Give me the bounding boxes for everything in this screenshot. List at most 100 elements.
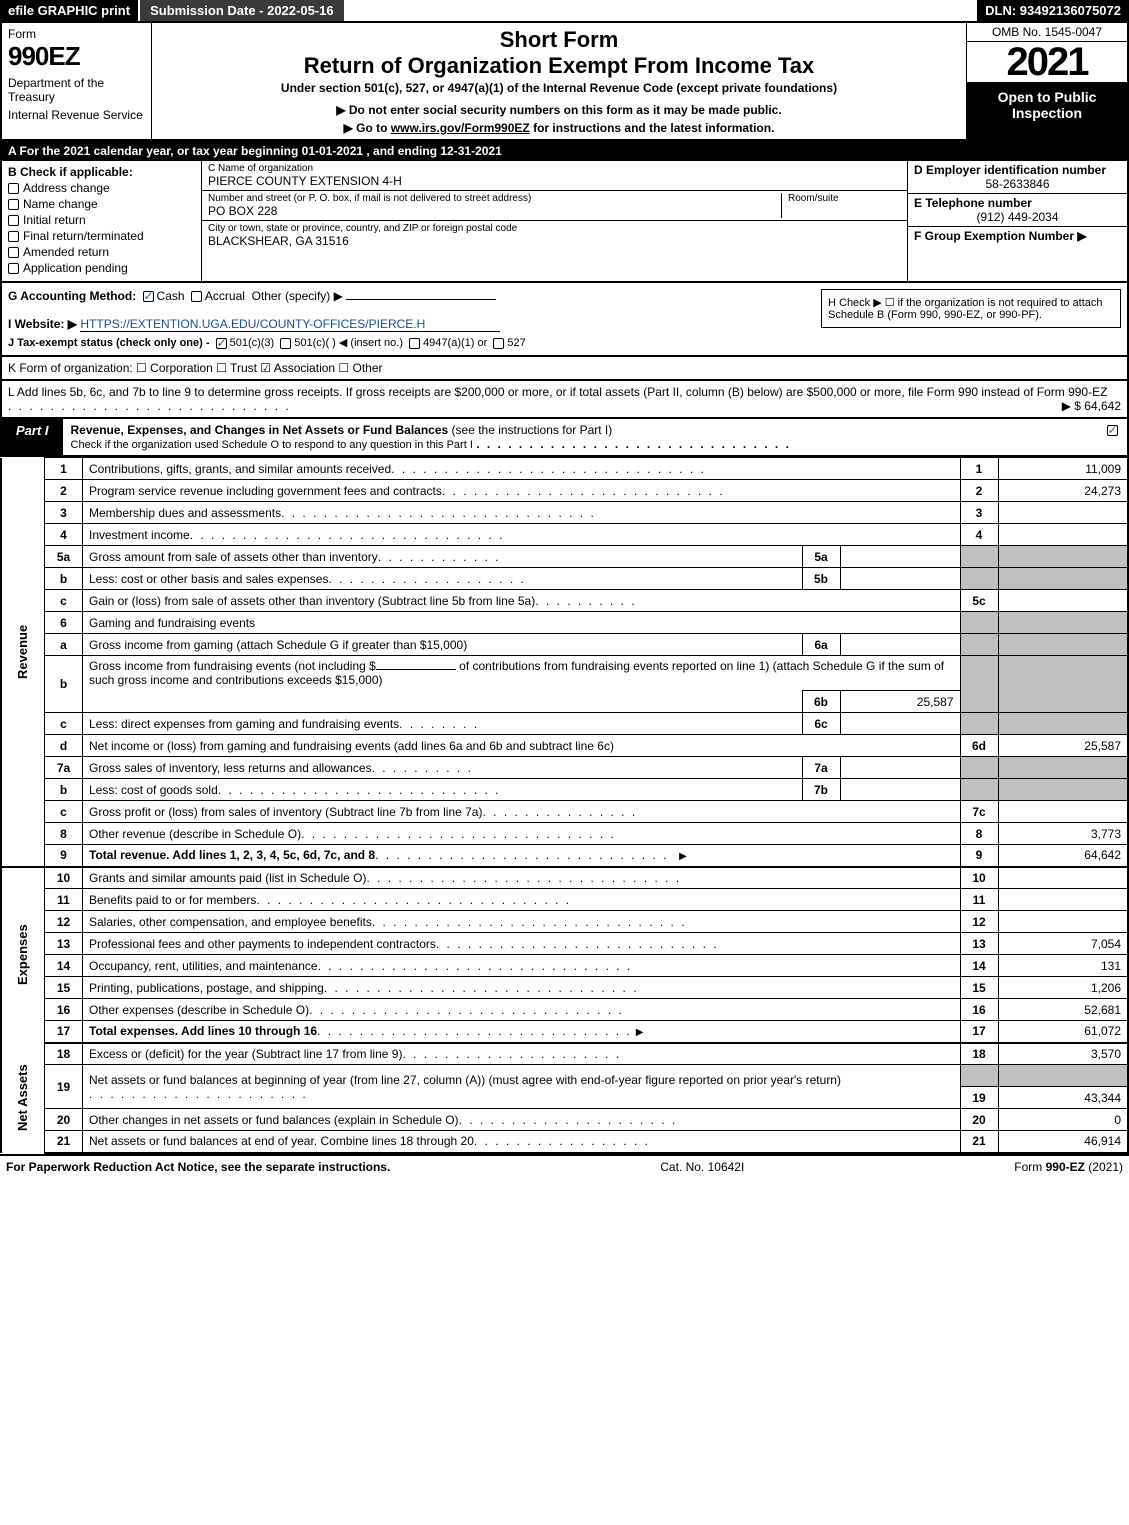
i-label: I Website: ▶ (8, 317, 77, 331)
checkbox-icon (8, 231, 19, 242)
city-row: City or town, state or province, country… (202, 221, 907, 250)
line-1: Revenue 1 Contributions, gifts, grants, … (1, 458, 1128, 480)
line-21: 21 Net assets or fund balances at end of… (1, 1131, 1128, 1153)
ein-value: 58-2633846 (914, 177, 1121, 191)
goto-pre: ▶ Go to (344, 121, 391, 135)
check-amended-return[interactable]: Amended return (8, 245, 195, 259)
netassets-sidelabel: Net Assets (1, 1043, 45, 1153)
check-527[interactable] (493, 338, 504, 349)
group-exemption-label: F Group Exemption Number ▶ (914, 229, 1087, 243)
line-3: 3 Membership dues and assessments 3 (1, 502, 1128, 524)
form-word: Form (8, 27, 145, 41)
row-i: I Website: ▶ HTTPS://EXTENTION.UGA.EDU/C… (8, 317, 813, 332)
line-15: 15 Printing, publications, postage, and … (1, 977, 1128, 999)
j-label: J Tax-exempt status (check only one) - (8, 337, 210, 349)
part1-header: Part I Revenue, Expenses, and Changes in… (0, 419, 1129, 457)
line-6a: a Gross income from gaming (attach Sched… (1, 634, 1128, 656)
tel-row: E Telephone number (912) 449-2034 (908, 194, 1127, 227)
line-4: 4 Investment income 4 (1, 524, 1128, 546)
line-5a: 5a Gross amount from sale of assets othe… (1, 546, 1128, 568)
row-k: K Form of organization: ☐ Corporation ☐ … (0, 357, 1129, 381)
under-section: Under section 501(c), 527, or 4947(a)(1)… (160, 81, 958, 95)
checkbox-icon (8, 263, 19, 274)
contrib-amount-field[interactable] (376, 669, 456, 670)
tel-label: E Telephone number (914, 196, 1032, 210)
check-application-pending[interactable]: Application pending (8, 261, 195, 275)
revenue-sidelabel: Revenue (1, 458, 45, 845)
row-j: J Tax-exempt status (check only one) - 5… (8, 336, 813, 349)
header-left: Form 990EZ Department of the Treasury In… (2, 23, 152, 139)
lines-table: Revenue 1 Contributions, gifts, grants, … (0, 457, 1129, 1154)
tel-value: (912) 449-2034 (914, 210, 1121, 224)
check-501c[interactable] (280, 338, 291, 349)
row-h-box: H Check ▶ ☐ if the organization is not r… (821, 289, 1121, 328)
ein-row: D Employer identification number 58-2633… (908, 161, 1127, 194)
org-name-row: C Name of organization PIERCE COUNTY EXT… (202, 161, 907, 191)
line-6b: b Gross income from fundraising events (… (1, 656, 1128, 691)
section-b: B Check if applicable: Address change Na… (2, 161, 202, 281)
arrow-icon (675, 848, 687, 862)
expenses-sidelabel: Expenses (1, 867, 45, 1043)
line-7c: c Gross profit or (loss) from sales of i… (1, 801, 1128, 823)
page-footer: For Paperwork Reduction Act Notice, see … (0, 1154, 1129, 1178)
street-value: PO BOX 228 (208, 204, 781, 218)
check-name-change[interactable]: Name change (8, 197, 195, 211)
irs-label: Internal Revenue Service (8, 108, 145, 122)
line-14: 14 Occupancy, rent, utilities, and maint… (1, 955, 1128, 977)
check-address-change[interactable]: Address change (8, 181, 195, 195)
website-value[interactable]: HTTPS://EXTENTION.UGA.EDU/COUNTY-OFFICES… (80, 317, 500, 332)
footer-right: Form 990-EZ (2021) (1014, 1160, 1123, 1174)
org-name-value: PIERCE COUNTY EXTENSION 4-H (208, 174, 901, 188)
org-name-label: C Name of organization (208, 163, 901, 174)
check-4947[interactable] (409, 338, 420, 349)
goto-line: ▶ Go to www.irs.gov/Form990EZ for instru… (160, 121, 958, 135)
city-label: City or town, state or province, country… (208, 223, 901, 234)
check-initial-return[interactable]: Initial return (8, 213, 195, 227)
part1-check[interactable] (1097, 419, 1127, 455)
line-7b: b Less: cost of goods sold 7b (1, 779, 1128, 801)
line-5b: b Less: cost or other basis and sales ex… (1, 568, 1128, 590)
checkbox-icon (8, 215, 19, 226)
street-label: Number and street (or P. O. box, if mail… (208, 193, 781, 204)
line-20: 20 Other changes in net assets or fund b… (1, 1109, 1128, 1131)
footer-center: Cat. No. 10642I (660, 1160, 744, 1174)
city-value: BLACKSHEAR, GA 31516 (208, 234, 901, 248)
line-6c: c Less: direct expenses from gaming and … (1, 713, 1128, 735)
line-6b-val: 6b 25,587 (1, 691, 1128, 713)
department-label: Department of the Treasury (8, 76, 145, 104)
header-center: Short Form Return of Organization Exempt… (152, 23, 967, 139)
open-to-public: Open to Public Inspection (967, 83, 1127, 139)
check-501c3[interactable] (216, 338, 227, 349)
short-form-title: Short Form (160, 27, 958, 53)
checkbox-icon (8, 247, 19, 258)
other-specify-field[interactable] (346, 299, 496, 300)
line-13: 13 Professional fees and other payments … (1, 933, 1128, 955)
line-19a: 19 Net assets or fund balances at beginn… (1, 1065, 1128, 1087)
row-a-calendar: A For the 2021 calendar year, or tax yea… (0, 141, 1129, 161)
line-18: Net Assets 18 Excess or (deficit) for th… (1, 1043, 1128, 1065)
return-title: Return of Organization Exempt From Incom… (160, 53, 958, 79)
room-suite-label: Room/suite (781, 193, 901, 218)
gij-block: G Accounting Method: Cash Accrual Other … (0, 283, 1129, 357)
dln-label: DLN: 93492136075072 (977, 0, 1129, 21)
line-16: 16 Other expenses (describe in Schedule … (1, 999, 1128, 1021)
check-cash[interactable] (143, 291, 154, 302)
tax-year: 2021 (967, 42, 1127, 83)
line-8: 8 Other revenue (describe in Schedule O)… (1, 823, 1128, 845)
checkbox-icon (1107, 425, 1118, 436)
line-11: 11 Benefits paid to or for members 11 (1, 889, 1128, 911)
check-final-return[interactable]: Final return/terminated (8, 229, 195, 243)
line-17: 17 Total expenses. Add lines 10 through … (1, 1021, 1128, 1043)
row-l: L Add lines 5b, 6c, and 7b to line 9 to … (0, 381, 1129, 419)
section-b-title: B Check if applicable: (8, 165, 195, 179)
check-accrual[interactable] (191, 291, 202, 302)
row-l-text: L Add lines 5b, 6c, and 7b to line 9 to … (8, 385, 1107, 399)
checkbox-icon (8, 199, 19, 210)
ein-label: D Employer identification number (914, 163, 1106, 177)
line-2: 2 Program service revenue including gove… (1, 480, 1128, 502)
dots (8, 399, 288, 413)
line-6d: d Net income or (loss) from gaming and f… (1, 735, 1128, 757)
gij-left: G Accounting Method: Cash Accrual Other … (8, 289, 813, 349)
line-9: 9 Total revenue. Add lines 1, 2, 3, 4, 5… (1, 845, 1128, 867)
goto-link[interactable]: www.irs.gov/Form990EZ (391, 121, 530, 135)
